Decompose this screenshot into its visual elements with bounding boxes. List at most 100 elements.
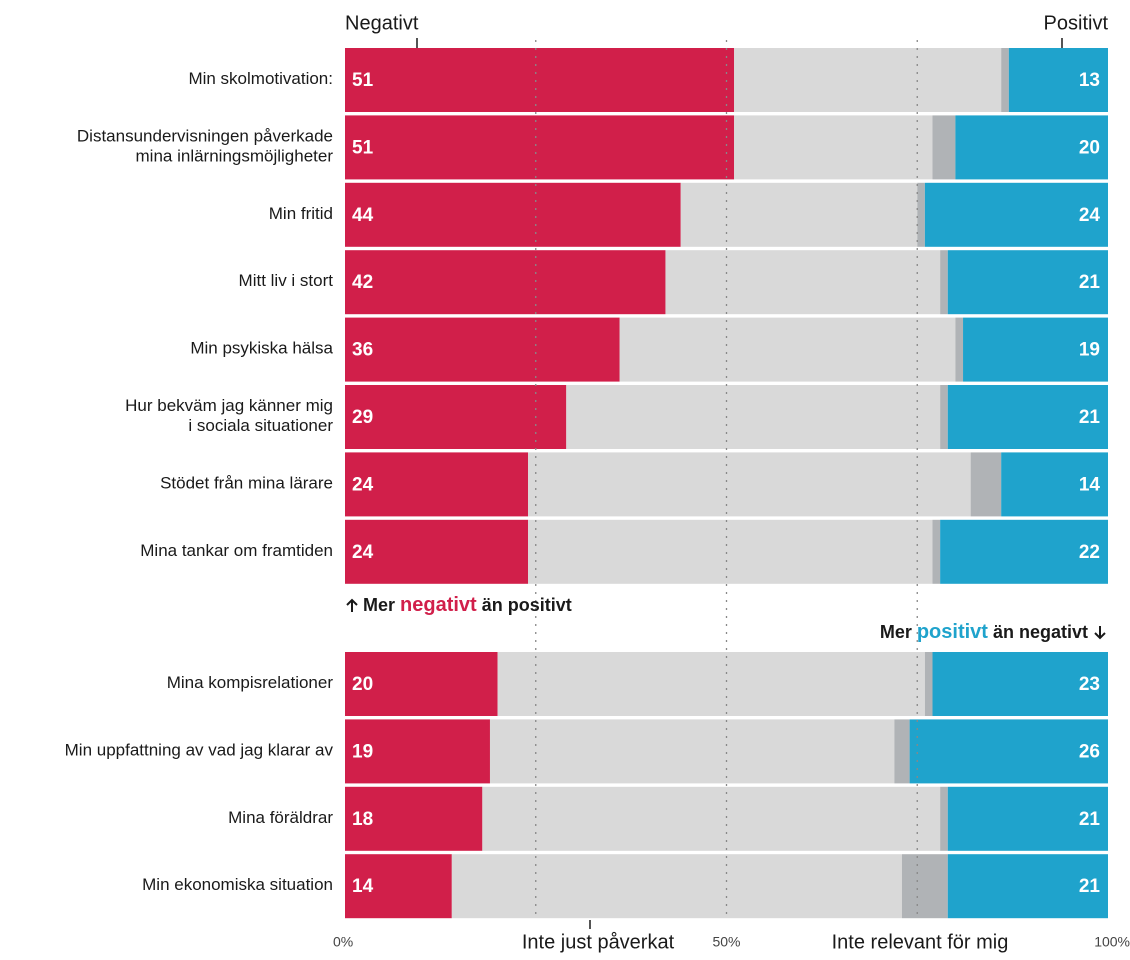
- bar-segment: [917, 182, 925, 247]
- category-label: Mitt liv i stort: [239, 272, 334, 291]
- category-line: Min fritid: [269, 204, 333, 223]
- bar-segment: [924, 652, 933, 716]
- value-label: 19: [1079, 340, 1100, 361]
- value-label: 13: [1079, 70, 1100, 91]
- value-label: 44: [352, 205, 374, 226]
- value-label: 18: [352, 809, 373, 830]
- x-tick-label: 50%: [712, 934, 740, 950]
- annotation: Mer positivt än negativt: [880, 621, 1088, 643]
- bar-segment: [345, 250, 666, 315]
- bar-segment: [932, 519, 941, 584]
- value-label: 21: [1079, 809, 1101, 830]
- annotation-part: negativt: [400, 594, 477, 616]
- category-label: Hur bekväm jag känner mig i sociala situa…: [125, 396, 333, 435]
- bar-segment: [932, 115, 956, 180]
- value-label: 14: [352, 876, 374, 897]
- bar-segment: [963, 317, 1108, 382]
- category-label: Min fritid: [269, 204, 333, 223]
- category-line: Min skolmotivation:: [188, 69, 333, 88]
- category-line: Min uppfattning av vad jag klarar av: [65, 741, 334, 760]
- bar-segment: [894, 719, 910, 784]
- category-line: Mina föräldrar: [228, 808, 333, 827]
- category-line: Mina tankar om framtiden: [140, 541, 333, 560]
- bar-segment: [345, 115, 735, 180]
- bar-segment: [1001, 48, 1009, 112]
- value-label: 24: [1079, 205, 1101, 226]
- legend-label: Positivt: [1044, 12, 1109, 34]
- bars: [345, 48, 1108, 919]
- category-label: Min skolmotivation:: [188, 69, 333, 88]
- value-label: 21: [1079, 272, 1101, 293]
- bar-segment: [901, 854, 948, 919]
- value-label: 20: [352, 674, 373, 695]
- bar-segment: [665, 250, 941, 315]
- annotation: Mer negativt än positivt: [363, 594, 572, 616]
- bar-segment: [345, 452, 529, 517]
- bar-segment: [924, 182, 1108, 247]
- bar-segment: [497, 652, 925, 716]
- category-label: Mina kompisrelationer: [167, 673, 334, 692]
- labels: Min skolmotivation: 51 13 Distansundervisni…: [65, 12, 1130, 953]
- annotation-part: än positivt: [482, 595, 572, 615]
- value-label: 14: [1079, 474, 1101, 495]
- category-line: Min psykiska hälsa: [190, 339, 333, 358]
- annotation-part: Mer: [880, 622, 912, 642]
- value-label: 22: [1079, 542, 1100, 563]
- bar-segment: [566, 385, 941, 449]
- bar-segment: [345, 652, 498, 716]
- x-tick-label: 0%: [333, 934, 353, 950]
- bar-segment: [528, 452, 971, 517]
- value-label: 23: [1079, 674, 1100, 695]
- category-line: i sociala situationer: [188, 416, 333, 435]
- bar-segment: [955, 317, 964, 382]
- bar-segment: [947, 250, 1108, 315]
- arrow-down: [1094, 626, 1106, 640]
- category-line: Stödet från mina lärare: [160, 474, 333, 493]
- category-line: Min ekonomiska situation: [142, 876, 333, 895]
- bar-segment: [345, 182, 681, 247]
- bar-segment: [489, 719, 895, 784]
- category-line: Mitt liv i stort: [239, 272, 334, 291]
- value-label: 36: [352, 340, 373, 361]
- bar-segment: [345, 854, 452, 919]
- value-label: 19: [352, 741, 373, 762]
- bar-segment: [345, 317, 620, 382]
- value-label: 51: [352, 70, 374, 91]
- bar-segment: [940, 519, 1108, 584]
- bar-segment: [955, 115, 1108, 180]
- bar-segment: [947, 385, 1108, 449]
- bar-segment: [345, 385, 567, 449]
- bar-segment: [940, 786, 948, 851]
- category-label: Stödet från mina lärare: [160, 474, 333, 493]
- value-label: 51: [352, 137, 374, 158]
- bar-segment: [345, 519, 529, 584]
- category-line: Mina kompisrelationer: [167, 673, 334, 692]
- bar-segment: [345, 48, 735, 112]
- bar-segment: [940, 385, 948, 449]
- category-label: Min psykiska hälsa: [190, 339, 333, 358]
- bar-segment: [947, 854, 1108, 919]
- value-label: 42: [352, 272, 373, 293]
- category-line: Hur bekväm jag känner mig: [125, 396, 333, 415]
- bar-segment: [1008, 48, 1108, 112]
- bar-segment: [451, 854, 902, 919]
- bar-segment: [947, 786, 1108, 851]
- category-label: Mina föräldrar: [228, 808, 333, 827]
- legend-label: Inte just påverkat: [522, 931, 675, 953]
- category-line: Distansundervisningen påverkade: [77, 127, 333, 146]
- category-label: Min ekonomiska situation: [142, 876, 333, 895]
- bar-segment: [734, 48, 1002, 112]
- value-label: 26: [1079, 741, 1100, 762]
- value-label: 24: [352, 474, 374, 495]
- bar-segment: [1001, 452, 1108, 517]
- bar-segment: [909, 719, 1108, 784]
- bar-segment: [940, 250, 948, 315]
- grid: [535, 40, 918, 920]
- bar-segment: [932, 652, 1108, 716]
- value-label: 24: [352, 542, 374, 563]
- arrow-up: [346, 598, 358, 612]
- x-tick-label: 100%: [1094, 934, 1130, 950]
- bar-segment: [528, 519, 933, 584]
- bar-segment: [734, 115, 933, 180]
